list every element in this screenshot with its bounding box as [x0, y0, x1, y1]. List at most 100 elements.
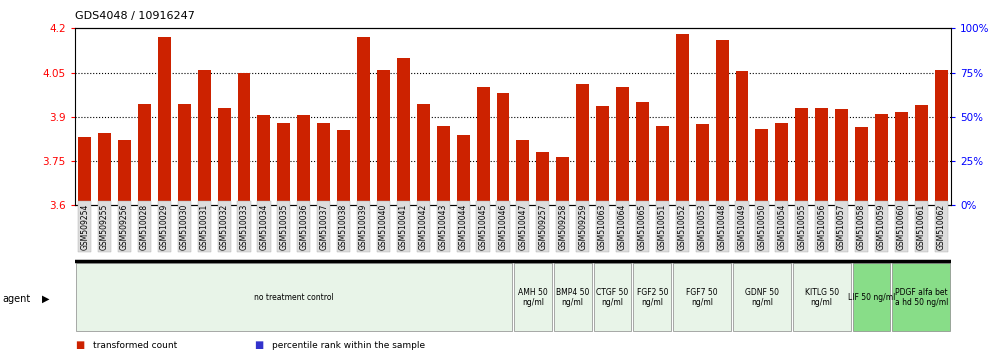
Bar	[914, 105, 927, 205]
Bar	[655, 126, 668, 205]
Bar	[138, 204, 150, 205]
Text: FGF2 50
ng/ml: FGF2 50 ng/ml	[636, 288, 668, 307]
FancyBboxPatch shape	[673, 263, 731, 331]
Text: GSM510035: GSM510035	[279, 204, 289, 250]
Bar	[177, 104, 191, 205]
Text: GSM510045: GSM510045	[478, 204, 488, 250]
Text: PDGF alfa bet
a hd 50 ng/ml: PDGF alfa bet a hd 50 ng/ml	[894, 288, 948, 307]
Bar	[237, 73, 250, 205]
Bar	[795, 108, 808, 205]
Text: GSM510055: GSM510055	[797, 204, 807, 250]
Bar	[137, 104, 151, 205]
Bar	[716, 204, 728, 205]
Bar	[158, 204, 170, 205]
Text: ▶: ▶	[42, 294, 50, 304]
Bar	[277, 123, 290, 205]
FancyBboxPatch shape	[892, 263, 950, 331]
Text: GSM510063: GSM510063	[598, 204, 608, 250]
Text: GSM510044: GSM510044	[458, 204, 468, 250]
FancyBboxPatch shape	[733, 263, 791, 331]
Bar	[556, 156, 569, 205]
Text: no treatment control: no treatment control	[254, 293, 334, 302]
FancyBboxPatch shape	[554, 263, 592, 331]
Bar	[775, 123, 788, 205]
FancyBboxPatch shape	[76, 263, 512, 331]
FancyBboxPatch shape	[514, 263, 552, 331]
Text: GSM510053: GSM510053	[697, 204, 707, 250]
Bar	[337, 130, 350, 205]
Bar	[217, 108, 230, 205]
Text: agent: agent	[2, 294, 30, 304]
Bar	[357, 37, 371, 205]
Text: GDS4048 / 10916247: GDS4048 / 10916247	[75, 11, 194, 21]
Text: GSM510057: GSM510057	[837, 204, 847, 250]
Bar	[178, 204, 190, 205]
Text: GSM510034: GSM510034	[259, 204, 269, 250]
Text: GDNF 50
ng/ml: GDNF 50 ng/ml	[745, 288, 779, 307]
Text: BMP4 50
ng/ml: BMP4 50 ng/ml	[556, 288, 590, 307]
Text: CTGF 50
ng/ml: CTGF 50 ng/ml	[597, 288, 628, 307]
Text: GSM509254: GSM509254	[80, 204, 90, 250]
Text: ■: ■	[75, 341, 84, 350]
Text: GSM510038: GSM510038	[339, 204, 349, 250]
Bar	[98, 133, 111, 205]
FancyBboxPatch shape	[853, 263, 890, 331]
Text: GSM510064: GSM510064	[618, 204, 627, 250]
Text: GSM510033: GSM510033	[239, 204, 249, 250]
Bar	[736, 204, 748, 205]
Bar	[238, 204, 250, 205]
Text: GSM510028: GSM510028	[139, 204, 149, 250]
Text: GSM510051: GSM510051	[657, 204, 667, 250]
Bar	[695, 124, 708, 205]
Bar	[755, 129, 768, 205]
Text: GSM510039: GSM510039	[359, 204, 369, 250]
Bar	[317, 123, 330, 205]
Bar	[257, 115, 270, 205]
Text: GSM510037: GSM510037	[319, 204, 329, 250]
Bar	[78, 137, 91, 205]
Text: GSM510032: GSM510032	[219, 204, 229, 250]
Bar	[456, 135, 469, 205]
Text: GSM510046: GSM510046	[498, 204, 508, 250]
Bar	[396, 58, 409, 205]
Bar	[576, 84, 589, 205]
Bar	[118, 141, 130, 205]
Text: GSM510043: GSM510043	[438, 204, 448, 250]
Text: GSM510049: GSM510049	[737, 204, 747, 250]
Bar	[397, 204, 409, 205]
Bar	[676, 204, 688, 205]
Bar	[616, 87, 628, 205]
Bar	[476, 87, 489, 205]
Text: AMH 50
ng/ml: AMH 50 ng/ml	[518, 288, 548, 307]
Bar	[536, 152, 549, 205]
Text: GSM510031: GSM510031	[199, 204, 209, 250]
Text: percentile rank within the sample: percentile rank within the sample	[272, 342, 425, 350]
Text: GSM510030: GSM510030	[179, 204, 189, 250]
Bar	[835, 109, 848, 205]
Bar	[617, 204, 628, 205]
Bar	[516, 141, 529, 205]
Text: GSM510041: GSM510041	[398, 204, 408, 250]
Text: ■: ■	[254, 341, 263, 350]
Bar	[874, 114, 887, 205]
Text: GSM509258: GSM509258	[558, 204, 568, 250]
Text: GSM510042: GSM510042	[418, 204, 428, 250]
Text: GSM510061: GSM510061	[916, 204, 926, 250]
Text: GSM510058: GSM510058	[857, 204, 867, 250]
Text: GSM510048: GSM510048	[717, 204, 727, 250]
Text: GSM510029: GSM510029	[159, 204, 169, 250]
Bar	[934, 70, 947, 205]
Bar	[496, 93, 509, 205]
Bar	[416, 104, 429, 205]
Bar	[635, 102, 648, 205]
Text: GSM510062: GSM510062	[936, 204, 946, 250]
Bar	[855, 127, 868, 205]
Text: LIF 50 ng/ml: LIF 50 ng/ml	[848, 293, 895, 302]
Text: GSM510050: GSM510050	[757, 204, 767, 250]
Bar	[935, 204, 947, 205]
Bar	[417, 204, 429, 205]
Bar	[376, 70, 389, 205]
Text: GSM510040: GSM510040	[378, 204, 388, 250]
Bar	[358, 204, 370, 205]
Text: GSM510054: GSM510054	[777, 204, 787, 250]
